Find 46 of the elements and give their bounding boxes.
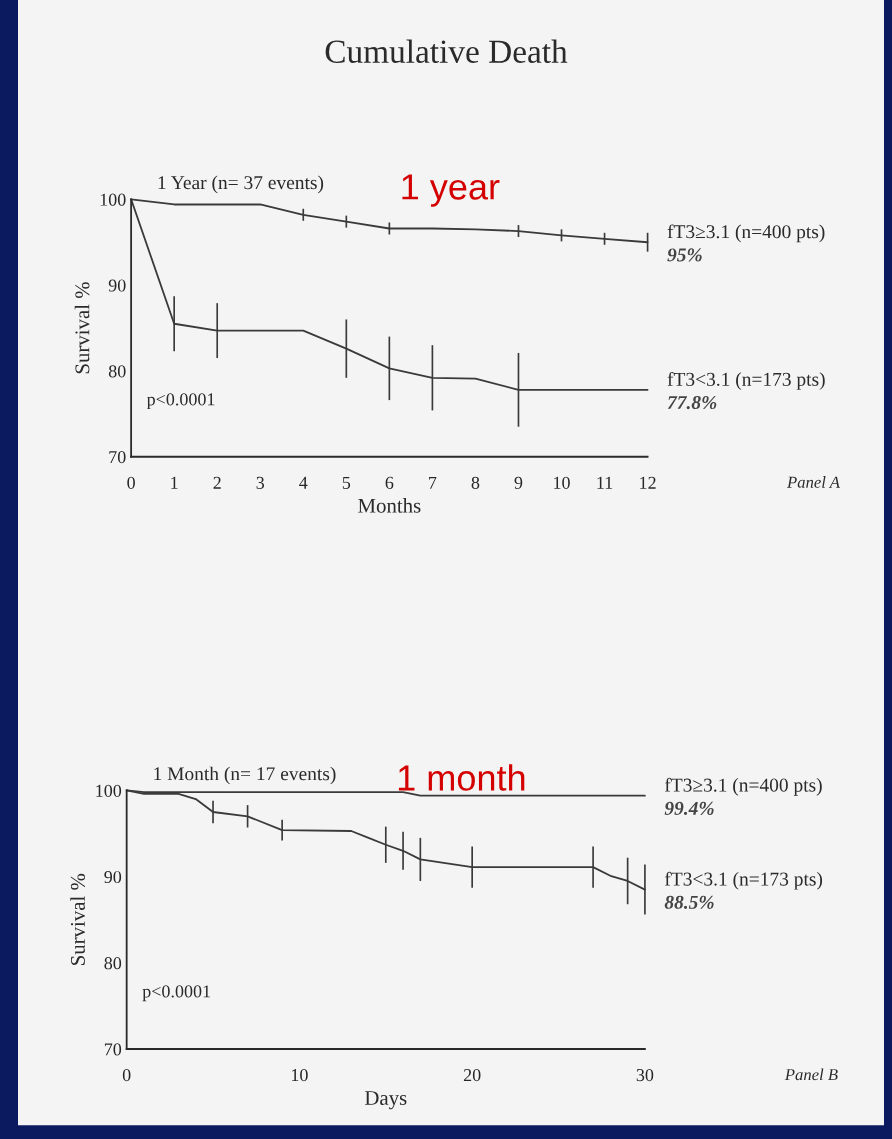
text: Panel A (786, 476, 841, 488)
series-label: fT3≥3.1 (n=400 pts) (664, 777, 822, 796)
y-tick-label: 80 (104, 957, 122, 970)
y-tick-label: 70 (104, 1043, 122, 1056)
x-tick-label: 9 (514, 476, 523, 489)
x-axis-title: Months (358, 498, 421, 513)
x-tick-label: 20 (463, 1068, 481, 1082)
y-tick-label: 80 (108, 365, 126, 378)
x-tick-label: 8 (471, 476, 480, 489)
text: 99.4% (664, 801, 714, 815)
chart-subtitle: 1 Month (n= 17 events) (154, 766, 336, 785)
annotation: p<0.0001 (142, 985, 210, 1002)
x-tick-label: 3 (256, 476, 265, 489)
x-tick-label: 0 (122, 1068, 131, 1082)
y-tick-label: 70 (109, 451, 126, 464)
x-tick-label: 5 (342, 476, 351, 489)
x-tick-label: 11 (597, 476, 613, 489)
text: 77.8% (667, 395, 717, 410)
text: 88.5% (664, 895, 714, 909)
x-tick-label: 2 (213, 476, 221, 489)
series-label: fT3<3.1 (n=173 pts) (664, 871, 823, 890)
x-tick-label: 1 (171, 476, 178, 489)
y-axis-title: Survival % (70, 873, 85, 965)
series-label: fT3≥3.1 (n=400 pts) (667, 224, 825, 243)
x-tick-label: 4 (299, 476, 308, 489)
y-tick-label: 90 (104, 870, 122, 884)
x-tick-label: 6 (385, 476, 394, 489)
annotation: 1 year (402, 174, 500, 207)
text: 95% (667, 248, 702, 262)
x-tick-label: 10 (291, 1068, 308, 1082)
y-tick-label: 90 (108, 279, 126, 292)
y-axis-title: Survival % (74, 282, 90, 374)
y-tick-label: 100 (96, 784, 122, 797)
annotation: p<0.0001 (146, 393, 215, 410)
x-tick-label: 0 (127, 476, 135, 489)
text: Panel B (784, 1068, 838, 1081)
chart-title: Cumulative Death (325, 39, 568, 63)
chart-subtitle: 1 Year (n= 37 events) (158, 175, 324, 194)
x-tick-label: 30 (636, 1068, 654, 1082)
series-label: fT3<3.1 (n=173 pts) (667, 371, 825, 390)
x-tick-label: 12 (640, 476, 656, 489)
x-tick-label: 7 (429, 476, 437, 489)
annotation: 1 month (398, 764, 525, 791)
y-tick-label: 100 (100, 193, 126, 206)
x-tick-label: 10 (554, 476, 570, 489)
x-axis-title: Days (364, 1091, 407, 1110)
